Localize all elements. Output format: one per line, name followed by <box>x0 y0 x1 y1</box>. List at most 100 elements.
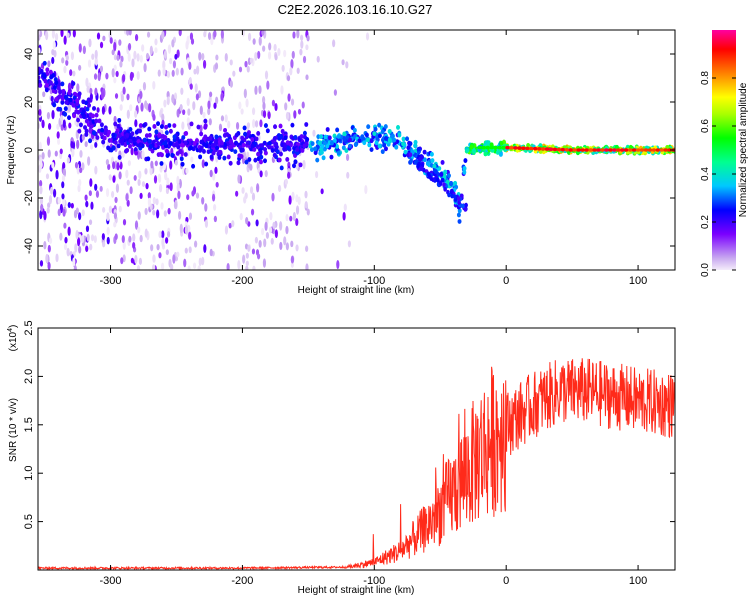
signal-cell <box>154 129 159 135</box>
streak-cell <box>464 202 468 208</box>
signal-cell <box>76 117 81 123</box>
noise-cell <box>152 80 156 90</box>
noise-cell <box>154 38 158 46</box>
signal-cell <box>111 145 116 151</box>
colorbar-ticks: 0.0 0.2 0.4 0.6 0.8 <box>700 71 736 277</box>
noise-cell <box>284 179 288 185</box>
noise-cell <box>271 192 275 202</box>
signal-cell <box>469 144 474 150</box>
noise-cell <box>93 235 97 243</box>
noise-cell <box>65 54 69 61</box>
signal-cell <box>210 142 215 148</box>
signal-cell <box>57 94 62 99</box>
noise-cell <box>285 111 290 120</box>
signal-cell <box>103 130 108 136</box>
noise-cell <box>199 105 203 115</box>
noise-cell <box>78 64 82 71</box>
noise-cell <box>121 235 125 244</box>
noise-cell <box>43 210 47 221</box>
noise-cell <box>186 194 190 201</box>
noise-cell <box>150 244 154 252</box>
noise-cell <box>47 60 51 68</box>
signal-cell <box>262 158 267 164</box>
noise-cell <box>119 60 123 68</box>
carrier-cell <box>481 145 486 150</box>
signal-cell <box>78 122 83 128</box>
signal-cell <box>353 142 358 148</box>
noise-cell <box>300 34 304 41</box>
noise-cell <box>39 185 43 195</box>
signal-cell <box>42 60 47 66</box>
noise-cell <box>134 220 139 230</box>
noise-cell <box>85 225 90 233</box>
noise-cell <box>79 167 83 174</box>
noise-cell <box>167 207 171 215</box>
noise-cell <box>81 134 85 141</box>
noise-cell <box>215 96 219 105</box>
signal-cell <box>401 136 406 142</box>
signal-cell <box>164 124 169 130</box>
signal-cell <box>61 88 66 94</box>
colorbar-tick-label: 0.2 <box>700 215 711 229</box>
signal-cell <box>463 158 468 163</box>
spectrogram-y-label: Frequency (Hz) <box>6 116 17 185</box>
signal-cell <box>278 123 283 129</box>
noise-cell <box>255 219 259 227</box>
signal-cell <box>178 149 183 155</box>
carrier-cell <box>568 148 574 152</box>
noise-cell <box>290 240 294 248</box>
noise-cell <box>119 161 123 170</box>
spectrogram-x-label: Height of straight line (km) <box>298 285 415 296</box>
signal-cell <box>183 131 188 137</box>
signal-cell <box>342 136 347 142</box>
noise-cell <box>54 150 58 157</box>
noise-cell <box>63 243 68 251</box>
noise-cell <box>76 83 80 93</box>
noise-cell <box>38 141 42 152</box>
noise-cell <box>71 148 75 158</box>
signal-cell <box>58 89 63 94</box>
noise-cell <box>295 244 299 252</box>
noise-cell <box>125 169 129 179</box>
noise-cell <box>66 32 70 39</box>
signal-cell <box>228 138 233 144</box>
noise-cell <box>130 147 134 156</box>
signal-cell <box>256 130 261 136</box>
chart-title: C2E2.2026.103.16.10.G27 <box>277 2 433 17</box>
signal-cell <box>45 82 50 88</box>
signal-cell <box>63 94 68 100</box>
signal-cell <box>242 125 247 131</box>
noise-cell <box>264 221 268 232</box>
noise-cell <box>241 187 245 194</box>
noise-cell <box>63 35 67 45</box>
signal-cell <box>106 145 111 151</box>
noise-cell <box>245 98 249 108</box>
noise-cell <box>70 51 75 61</box>
noise-cell <box>285 242 289 251</box>
signal-cell <box>152 124 157 129</box>
noise-cell <box>128 30 132 36</box>
signal-cell <box>329 140 334 146</box>
signal-cell <box>209 154 214 160</box>
noise-cell <box>118 205 122 213</box>
signal-cell <box>384 136 389 141</box>
signal-cell <box>247 157 252 162</box>
noise-cell <box>73 209 78 219</box>
noise-cell <box>166 177 170 186</box>
signal-cell <box>282 146 287 152</box>
signal-cell <box>157 132 162 138</box>
carrier-cell <box>604 148 609 152</box>
noise-cell <box>296 30 300 39</box>
noise-cell <box>145 182 149 190</box>
signal-cell <box>208 135 213 141</box>
signal-cell <box>240 135 245 141</box>
noise-cell <box>94 87 98 96</box>
noise-cell <box>295 205 300 215</box>
y-tick-label: 0 <box>23 147 35 153</box>
signal-cell <box>302 143 307 149</box>
signal-cell <box>486 140 491 146</box>
noise-cell <box>128 235 132 243</box>
carrier-cell <box>635 148 641 152</box>
noise-cell <box>84 141 88 148</box>
snr-x-axis: -300 -200 -100 0 100 <box>100 328 647 587</box>
